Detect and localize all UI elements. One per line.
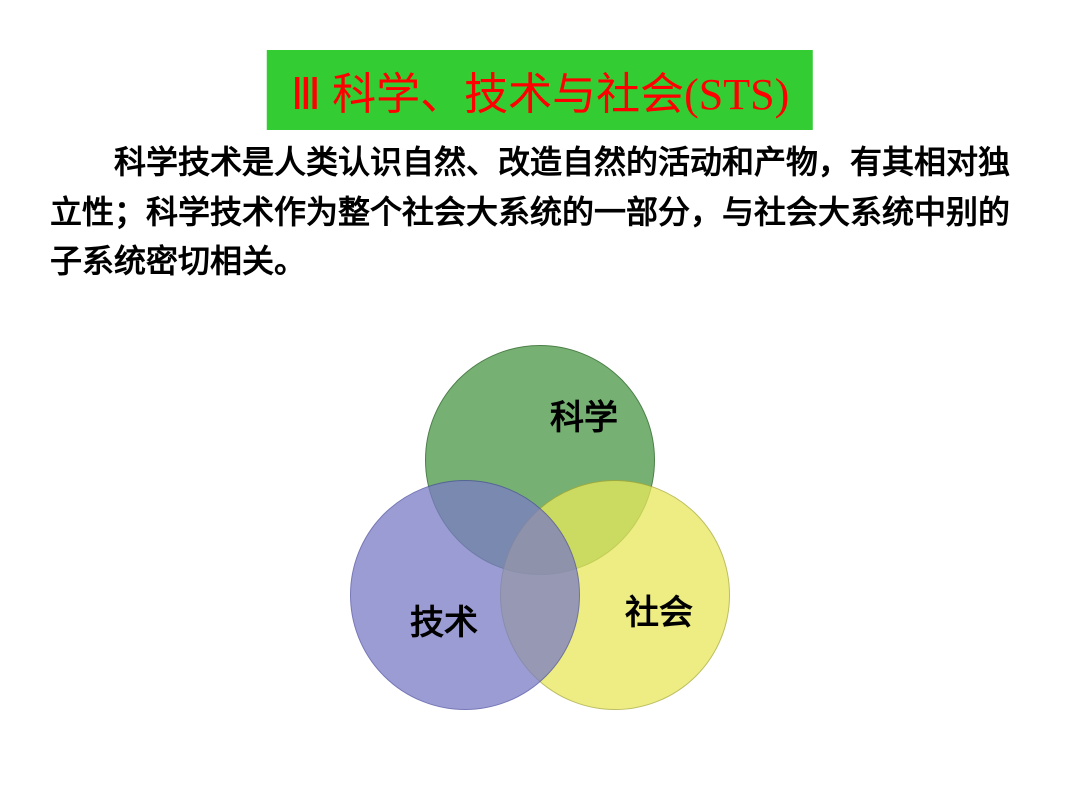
title-bar: Ⅲ 科学、技术与社会(STS) — [267, 50, 813, 130]
venn-label-society: 社会 — [625, 585, 693, 634]
venn-diagram: 科学 技术 社会 — [290, 335, 790, 755]
title-text: 科学、技术与社会(STS) — [321, 70, 789, 119]
venn-label-science: 科学 — [550, 390, 618, 439]
title-roman: Ⅲ — [291, 70, 321, 119]
venn-label-technology: 技术 — [410, 595, 478, 644]
body-paragraph: 科学技术是人类认识自然、改造自然的活动和产物，有其相对独立性；科学技术作为整个社… — [50, 138, 1040, 287]
